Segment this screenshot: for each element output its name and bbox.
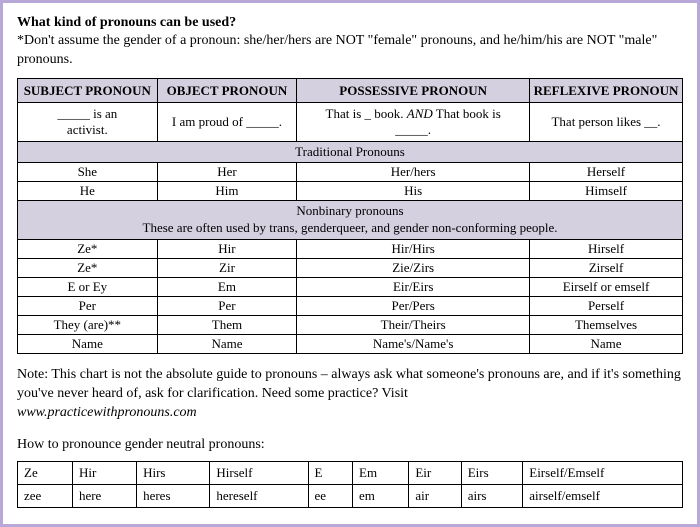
- example-reflexive: That person likes __.: [530, 103, 683, 141]
- header-subject: SUBJECT PRONOUN: [18, 78, 158, 103]
- pronunciation-table: Ze Hir Hirs Hirself E Em Eir Eirs Eirsel…: [17, 461, 683, 508]
- note-text: Note: This chart is not the absolute gui…: [17, 366, 683, 423]
- table-row: Ze*HirHir/HirsHirself: [18, 240, 683, 259]
- example-object: I am proud of _____.: [157, 103, 297, 141]
- header-row: SUBJECT PRONOUN OBJECT PRONOUN POSSESSIV…: [18, 78, 683, 103]
- header-object: OBJECT PRONOUN: [157, 78, 297, 103]
- pronoun-table: SUBJECT PRONOUN OBJECT PRONOUN POSSESSIV…: [17, 78, 683, 354]
- page-title: What kind of pronouns can be used?: [17, 15, 683, 31]
- table-row: Ze Hir Hirs Hirself E Em Eir Eirs Eirsel…: [18, 461, 683, 484]
- table-row: E or EyEmEir/EirsEirself or emself: [18, 278, 683, 297]
- section-nonbinary: Nonbinary pronouns These are often used …: [18, 201, 683, 240]
- table-row: PerPerPer/PersPerself: [18, 297, 683, 316]
- table-row: zee here heres hereself ee em air airs a…: [18, 484, 683, 507]
- header-reflexive: REFLEXIVE PRONOUN: [530, 78, 683, 103]
- note-url: www.practicewithpronouns.com: [17, 405, 197, 420]
- table-row: They (are)**ThemTheir/TheirsThemselves: [18, 316, 683, 335]
- document-frame: What kind of pronouns can be used? *Don'…: [0, 0, 700, 527]
- subtitle: *Don't assume the gender of a pronoun: s…: [17, 32, 683, 70]
- table-row: NameNameName's/Name'sName: [18, 335, 683, 354]
- example-possessive: That is _ book. AND That book is _____.: [297, 103, 530, 141]
- example-row: _____ is an activist. I am proud of ____…: [18, 103, 683, 141]
- example-subject: _____ is an activist.: [18, 103, 158, 141]
- header-possessive: POSSESSIVE PRONOUN: [297, 78, 530, 103]
- table-row: He Him His Himself: [18, 182, 683, 201]
- table-row: She Her Her/hers Herself: [18, 163, 683, 182]
- table-row: Ze*ZirZie/ZirsZirself: [18, 259, 683, 278]
- pronunciation-heading: How to pronounce gender neutral pronouns…: [17, 437, 683, 453]
- section-traditional: Traditional Pronouns: [18, 141, 683, 163]
